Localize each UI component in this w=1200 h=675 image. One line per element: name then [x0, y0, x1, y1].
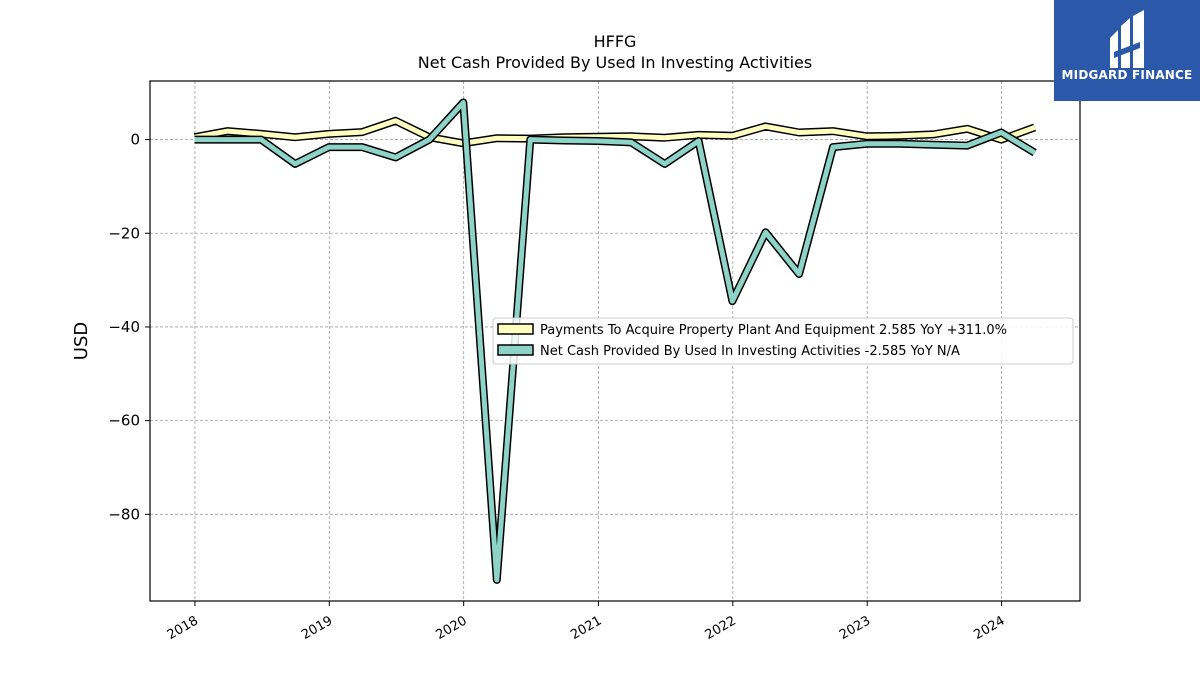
series-lines — [193, 98, 1037, 584]
y-tick-label: −20 — [108, 224, 140, 242]
grid — [150, 81, 1080, 601]
x-tick-label: 2021 — [568, 613, 604, 643]
chart-subtitle: Net Cash Provided By Used In Investing A… — [418, 53, 812, 72]
chart-title: HFFG — [594, 32, 637, 51]
legend-swatch-1 — [497, 323, 534, 335]
legend-swatch-2 — [497, 344, 534, 356]
y-tick-label: −60 — [108, 412, 140, 430]
x-tick-label: 2024 — [971, 613, 1007, 643]
brand-logo: MIDGARD FINANCE — [1054, 0, 1200, 101]
y-tick-label: −40 — [108, 318, 140, 336]
legend-box — [492, 317, 1074, 365]
y-ticks: 0 −20 −40 −60 −80 — [108, 131, 150, 523]
series-line-1 — [194, 118, 1036, 146]
legend-entry-2: Net Cash Provided By Used In Investing A… — [540, 344, 960, 359]
midgard-logo-icon — [1110, 10, 1144, 68]
series-line-2 — [194, 100, 1036, 583]
y-tick-label: 0 — [130, 131, 140, 149]
x-ticks: 2018 2019 2020 2021 2022 2023 2024 — [165, 601, 1008, 643]
x-tick-label: 2023 — [837, 613, 873, 643]
plot-frame — [149, 80, 1081, 602]
x-tick-label: 2022 — [703, 613, 739, 643]
y-axis-label: USD — [71, 322, 92, 360]
x-tick-label: 2020 — [434, 613, 470, 643]
legend-entry-1: Payments To Acquire Property Plant And E… — [540, 323, 1007, 338]
brand-name: MIDGARD FINANCE — [1061, 68, 1193, 82]
legend: Payments To Acquire Property Plant And E… — [492, 317, 1074, 365]
x-tick-label: 2019 — [299, 613, 335, 643]
x-tick-label: 2018 — [165, 613, 201, 643]
y-tick-label: −80 — [108, 505, 140, 523]
